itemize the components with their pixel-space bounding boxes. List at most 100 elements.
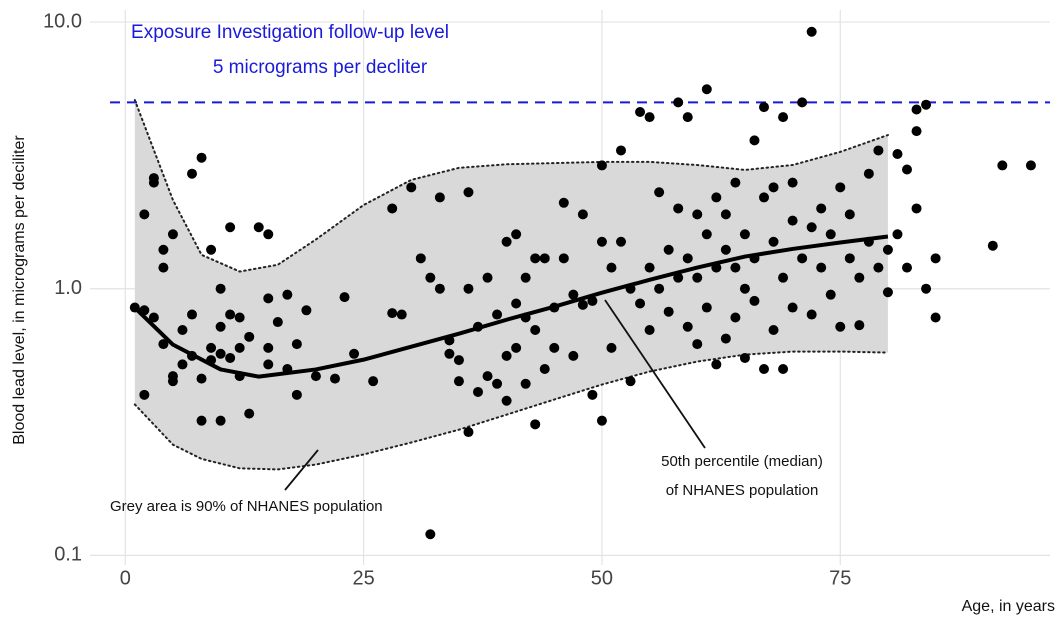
point — [225, 309, 236, 320]
point — [492, 309, 503, 320]
point — [453, 355, 464, 366]
point — [739, 229, 750, 240]
point — [511, 342, 522, 353]
point — [844, 209, 855, 220]
point — [663, 244, 674, 255]
point — [492, 378, 503, 389]
point — [882, 287, 893, 298]
point — [711, 359, 722, 370]
point — [463, 187, 474, 198]
point — [349, 348, 360, 359]
point — [806, 26, 817, 37]
point — [825, 289, 836, 300]
point — [921, 283, 932, 294]
point — [825, 229, 836, 240]
point — [730, 262, 741, 273]
point — [167, 376, 178, 387]
point — [749, 295, 760, 306]
y-tick-label: 1.0 — [54, 277, 82, 299]
point — [625, 376, 636, 387]
point — [787, 302, 798, 313]
point — [692, 272, 703, 283]
point — [463, 283, 474, 294]
point — [387, 308, 398, 319]
point — [330, 373, 341, 384]
point — [272, 317, 283, 328]
point — [882, 244, 893, 255]
point — [596, 415, 607, 426]
annotation: 50th percentile (median) — [661, 453, 823, 470]
point — [673, 203, 684, 214]
annotation: Exposure Investigation follow-up level — [131, 22, 449, 43]
point — [148, 312, 159, 323]
point — [511, 229, 522, 240]
point — [720, 333, 731, 344]
point — [310, 371, 321, 382]
point — [215, 283, 226, 294]
point — [549, 342, 560, 353]
point — [739, 283, 750, 294]
point — [930, 253, 941, 264]
point — [473, 386, 484, 397]
point — [606, 262, 617, 273]
point — [644, 325, 655, 336]
point — [787, 215, 798, 226]
point — [434, 192, 445, 203]
point — [701, 84, 712, 95]
point — [616, 145, 627, 156]
point — [215, 348, 226, 359]
point — [339, 292, 350, 303]
point — [291, 389, 302, 400]
point — [692, 209, 703, 220]
point — [759, 363, 770, 374]
point — [187, 168, 198, 179]
point — [797, 97, 808, 108]
point — [654, 283, 665, 294]
point — [263, 229, 274, 240]
plot: 0 25 50 75 0.1 1.0 10.0 Exposure Investigation … — [43, 10, 1050, 589]
point — [577, 209, 588, 220]
point — [530, 253, 541, 264]
point — [720, 244, 731, 255]
point — [196, 415, 207, 426]
point — [720, 209, 731, 220]
point — [596, 160, 607, 171]
point — [387, 203, 398, 214]
point — [206, 342, 217, 353]
annotation: Grey area is 90% of NHANES population — [110, 498, 383, 515]
point — [768, 236, 779, 247]
band-area — [134, 100, 888, 470]
point — [911, 126, 922, 137]
point — [739, 352, 750, 363]
point — [902, 164, 913, 175]
point — [682, 253, 693, 264]
point — [835, 321, 846, 332]
point — [558, 197, 569, 208]
point — [539, 253, 550, 264]
point — [768, 325, 779, 336]
point — [196, 152, 207, 163]
point — [396, 309, 407, 320]
point — [911, 104, 922, 115]
point — [444, 348, 455, 359]
point — [463, 427, 474, 438]
point — [225, 222, 236, 233]
annotation-pointer — [604, 299, 706, 449]
point — [892, 229, 903, 240]
point — [682, 321, 693, 332]
point — [806, 309, 817, 320]
point — [596, 236, 607, 247]
point — [682, 112, 693, 123]
point — [930, 312, 941, 323]
band-lower — [133, 350, 889, 471]
point — [854, 320, 865, 331]
point — [1025, 160, 1036, 171]
x-tick-label: 0 — [120, 567, 131, 589]
point — [997, 160, 1008, 171]
point — [577, 299, 588, 310]
point — [759, 192, 770, 203]
point — [291, 339, 302, 350]
point — [568, 289, 579, 300]
point — [530, 325, 541, 336]
point — [139, 389, 150, 400]
